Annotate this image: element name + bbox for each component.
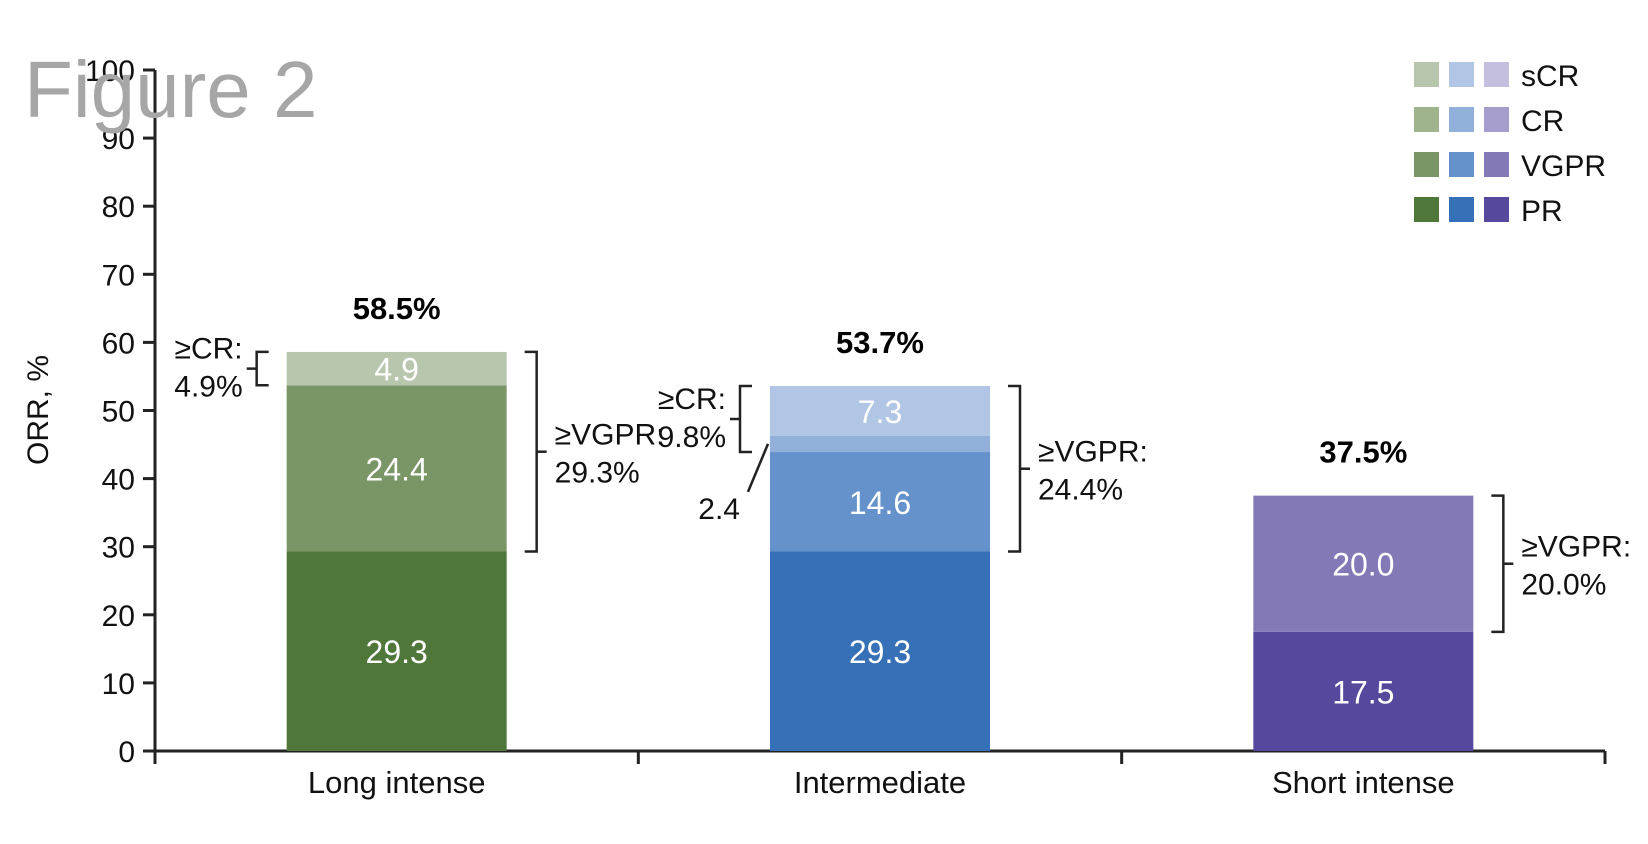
- bracket-label-title: ≥CR:: [175, 333, 243, 366]
- legend-swatch-scr: [1484, 62, 1509, 87]
- legend-swatch-scr: [1414, 62, 1439, 87]
- legend-swatch-cr: [1449, 107, 1474, 132]
- bar-segment-pr: [770, 551, 990, 751]
- y-tick-label: 60: [102, 327, 135, 360]
- bracket-label-title: ≥VGPR:: [1038, 436, 1148, 469]
- y-tick-label: 0: [118, 736, 135, 769]
- bar-total-label: 37.5%: [1319, 435, 1407, 470]
- bar-data-label-small: 2.4: [698, 493, 740, 526]
- bracket-label-value: 24.4%: [1038, 474, 1123, 507]
- bar-segment-vgpr: [286, 385, 507, 552]
- y-tick-label: 40: [102, 464, 135, 497]
- y-tick-label: 10: [102, 668, 135, 701]
- legend-swatch-vgpr: [1484, 152, 1509, 177]
- bracket-left: [738, 384, 752, 454]
- bar-data-label: 24.4: [366, 451, 428, 487]
- bar-data-label: 4.9: [374, 352, 418, 388]
- bar-data-label: 7.3: [858, 394, 902, 430]
- bracket-label-value: 9.8%: [658, 421, 726, 454]
- x-category-label: Short intense: [1272, 765, 1455, 800]
- legend-swatch-scr: [1449, 62, 1474, 87]
- legend-swatch-vgpr: [1414, 152, 1439, 177]
- bracket-label-value: 4.9%: [174, 371, 242, 404]
- y-tick-label: 100: [85, 55, 135, 88]
- y-tick-label: 30: [102, 532, 135, 565]
- x-category-label: Intermediate: [794, 765, 966, 800]
- bar-segment-pr: [286, 551, 507, 751]
- bar-total-label: 53.7%: [836, 325, 924, 360]
- bar-data-label: 29.3: [366, 634, 428, 670]
- bracket-right: [524, 350, 538, 553]
- legend-swatch-vgpr: [1449, 152, 1474, 177]
- y-axis-label: ORR, %: [22, 355, 55, 465]
- legend-label-cr: CR: [1521, 105, 1564, 138]
- y-tick-label: 50: [102, 396, 135, 429]
- bar-segment-scr: [286, 351, 507, 386]
- bar-data-label: 17.5: [1332, 674, 1394, 710]
- legend-swatch-pr: [1484, 197, 1509, 222]
- bar-segment-pr: [1253, 631, 1474, 751]
- x-category-label: Long intense: [308, 765, 486, 800]
- y-tick-label: 80: [102, 191, 135, 224]
- y-tick-label: 20: [102, 600, 135, 633]
- bar-data-label: 20.0: [1332, 547, 1394, 583]
- bar-segment-vgpr: [770, 452, 990, 552]
- y-tick-label: 70: [102, 259, 135, 292]
- legend-swatch-pr: [1414, 197, 1439, 222]
- bracket-right: [1008, 384, 1022, 553]
- bracket-right: [1491, 494, 1505, 634]
- y-tick-label: 90: [102, 123, 135, 156]
- legend-swatch-pr: [1449, 197, 1474, 222]
- bar-segment-scr: [770, 385, 990, 436]
- legend-swatch-cr: [1414, 107, 1439, 132]
- bar-data-label: 14.6: [849, 485, 911, 521]
- bracket-left: [255, 350, 269, 387]
- bar-segment-vgpr: [1253, 495, 1474, 632]
- bracket-label-title: ≥VGPR:: [555, 419, 665, 452]
- bar-data-label: 29.3: [849, 634, 911, 670]
- bracket-label-title: ≥CR:: [658, 383, 726, 416]
- bar-total-label: 58.5%: [353, 291, 441, 326]
- legend-swatch-cr: [1484, 107, 1509, 132]
- bar-segment-cr: [770, 435, 990, 453]
- legend-label-vgpr: VGPR: [1521, 150, 1606, 183]
- leader-line: [746, 443, 770, 493]
- legend-label-pr: PR: [1521, 195, 1563, 228]
- bracket-label-title: ≥VGPR:: [1521, 531, 1631, 564]
- legend-label-scr: sCR: [1521, 60, 1579, 93]
- bracket-label-value: 20.0%: [1521, 569, 1606, 602]
- bracket-label-value: 29.3%: [555, 457, 640, 490]
